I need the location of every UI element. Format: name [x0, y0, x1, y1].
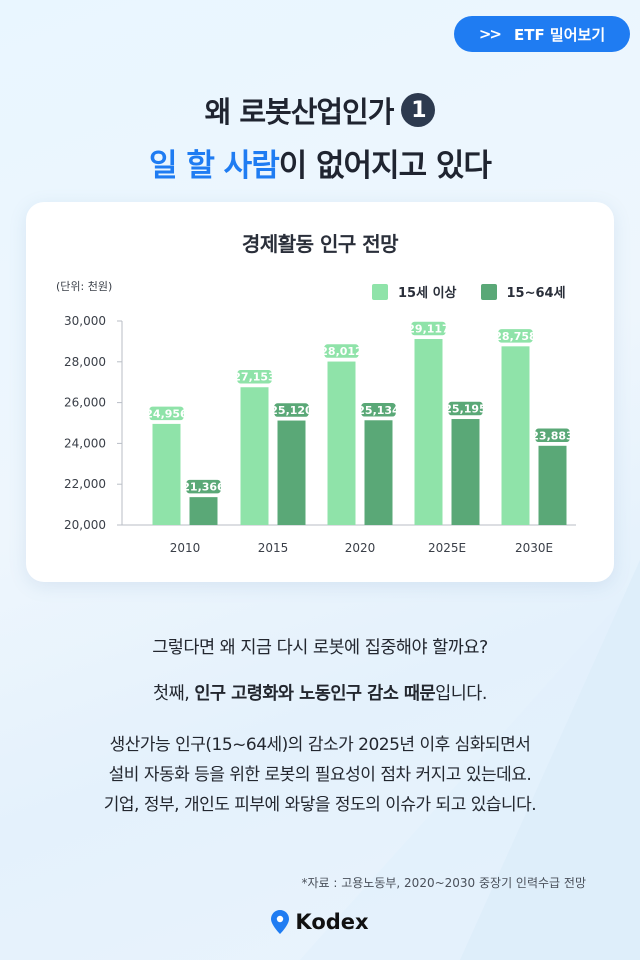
data-label-box: [147, 405, 186, 422]
first-bold: 인구 고령화와 노동인구 감소 때문: [194, 684, 436, 704]
bar-15-64: [451, 419, 480, 525]
body-paragraph: 생산가능 인구(15~64세)의 감소가 2025년 이후 심화되면서 설비 자…: [0, 730, 640, 820]
headline-text: 왜 로봇산업인가: [204, 95, 395, 129]
data-label-box: [533, 427, 572, 444]
y-tick-label: 24,000: [64, 436, 106, 450]
number-badge: 1: [401, 93, 436, 127]
headline-line2: 일 할 사람이 없어지고 있다: [0, 140, 640, 186]
location-pin-icon: [271, 910, 290, 934]
data-label: 28,012: [320, 345, 362, 358]
data-label: 23,883: [531, 429, 573, 442]
legend-label-15plus: 15세 이상: [398, 286, 457, 301]
legend-label-15-64: 15~64세: [506, 286, 566, 301]
data-label: 25,134: [357, 404, 400, 417]
data-label: 27,153: [233, 371, 275, 384]
y-tick-label: 20,000: [64, 518, 106, 532]
data-label: 21,366: [182, 481, 225, 494]
first-prefix: 첫째,: [153, 684, 195, 704]
x-tick-label: 2020: [345, 541, 376, 555]
headline-highlight: 일 할 사람: [149, 148, 280, 184]
body-line-3: 기업, 정부, 개인도 피부에 와닿을 정도의 이슈가 되고 있습니다.: [103, 795, 537, 815]
data-label-box: [409, 320, 448, 337]
bar-15plus: [240, 387, 269, 525]
y-tick-label: 30,000: [64, 314, 106, 328]
data-label-box: [184, 478, 223, 495]
logo-text: Kodex: [295, 910, 369, 934]
etf-button-label: ETF 밀어보기: [513, 25, 606, 44]
data-label-box: [496, 327, 535, 345]
etf-more-button[interactable]: >> ETF 밀어보기: [454, 16, 630, 52]
bar-15plus: [327, 361, 356, 525]
double-chevron-right-icon: >>: [478, 25, 502, 43]
x-tick-label: 2015: [258, 541, 289, 555]
data-label: 28,758: [494, 330, 536, 343]
bar-15-64: [364, 420, 393, 525]
source-note: *자료 : 고용노동부, 2020~2030 중장기 인력수급 전망: [301, 876, 586, 890]
bar-15plus: [501, 346, 530, 525]
bar-15plus: [414, 339, 443, 525]
chart-legend: 15세 이상 15~64세: [372, 282, 566, 301]
data-label-box: [235, 368, 274, 385]
bar-15-64: [277, 420, 306, 525]
question-text: 그렇다면 왜 지금 다시 로봇에 집중해야 할까요?: [152, 638, 488, 658]
x-tick-label: 2025E: [428, 541, 466, 555]
legend-item-15plus: 15세 이상: [372, 282, 457, 301]
data-label: 25,120: [270, 404, 313, 417]
x-tick-label: 2010: [170, 541, 201, 555]
chart-unit-label: (단위: 천원): [56, 280, 113, 293]
y-tick-label: 22,000: [64, 477, 106, 491]
legend-swatch-15plus: [372, 283, 388, 300]
x-tick-label: 2030E: [515, 541, 553, 555]
chart-title: 경제활동 인구 전망: [241, 232, 399, 256]
data-label-box: [359, 401, 398, 419]
data-label-box: [272, 401, 311, 419]
first-suffix: 입니다.: [435, 684, 487, 704]
first-reason: 첫째, 인구 고령화와 노동인구 감소 때문입니다.: [0, 680, 640, 705]
data-label: 25,195: [444, 403, 486, 416]
legend-swatch-15-64: [480, 283, 497, 300]
bar-chart: 20,000 22,000 24,000 26,000 28,000 30,000 24,9…: [64, 314, 576, 555]
bar-15plus: [152, 423, 181, 525]
y-tick-label: 26,000: [64, 396, 106, 410]
headline-rest: 이 없어지고 있다: [278, 148, 492, 184]
y-tick-label: 28,000: [64, 355, 106, 369]
data-label: 24,956: [145, 407, 188, 420]
bar-15-64: [538, 445, 567, 525]
bar-15-64: [189, 497, 218, 525]
body-line-1: 생산가능 인구(15~64세)의 감소가 2025년 이후 심화되면서: [109, 735, 531, 755]
kodex-logo: Kodex: [0, 906, 640, 938]
legend-item-15-64: 15~64세: [480, 282, 566, 301]
headline-line1: 왜 로봇산업인가 1: [0, 88, 640, 132]
data-label: 29,117: [407, 323, 449, 336]
body-line-2: 설비 자동화 등을 위한 로봇의 필요성이 점차 커지고 있는데요.: [108, 765, 532, 785]
data-label-box: [446, 400, 485, 417]
data-label-box: [322, 342, 361, 360]
chart-card: 경제활동 인구 전망 (단위: 천원) 15세 이상 15~64세 20,000…: [26, 202, 614, 582]
